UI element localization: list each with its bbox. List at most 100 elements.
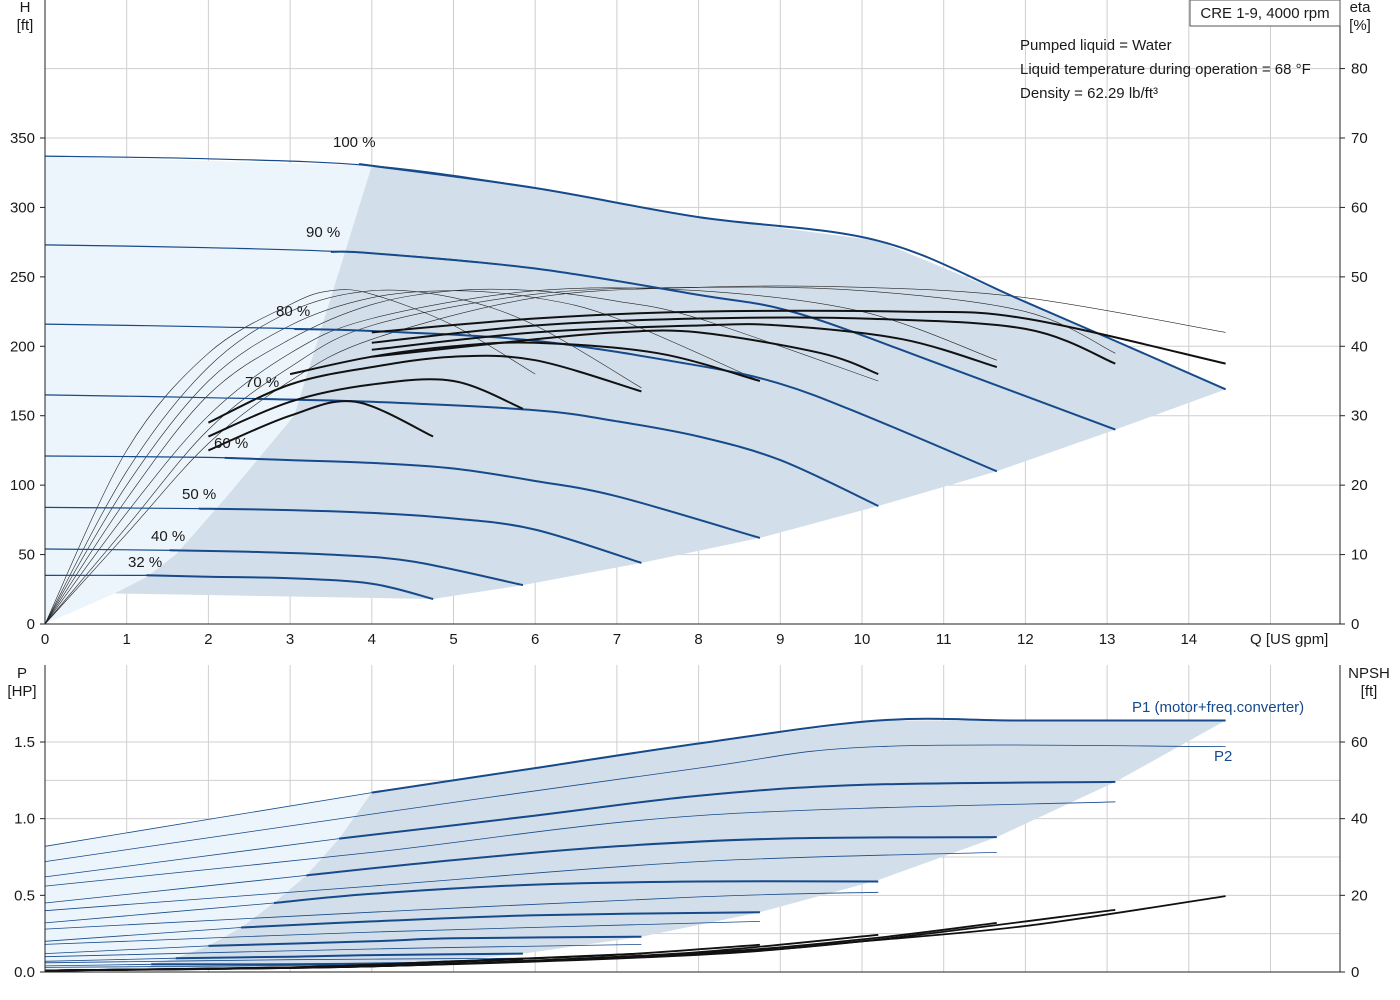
y-tick-label: 250 xyxy=(10,269,35,286)
head-chart-curves xyxy=(44,155,1226,625)
eta-thin-curve xyxy=(44,289,536,625)
p1-curve-thin xyxy=(44,957,176,962)
dark-area xyxy=(114,165,1226,600)
head-curve-operating xyxy=(146,574,434,600)
info-line-temperature: Liquid temperature during operation = 68… xyxy=(1020,61,1311,78)
x-tick-label: 0 xyxy=(41,631,49,648)
y2-tick-label: 0 xyxy=(1351,616,1359,633)
y-tick-label: 0.5 xyxy=(14,887,35,904)
eta-curve xyxy=(208,400,434,452)
x-tick-label: 8 xyxy=(694,631,702,648)
p2-curve xyxy=(44,957,523,964)
series-label-p1: P1 (motor+freq.converter) xyxy=(1132,699,1304,716)
y2-tick-label: 40 xyxy=(1351,811,1368,828)
power-operating-area xyxy=(45,720,1226,972)
y2-axis-title: NPSH xyxy=(1348,665,1390,682)
y2-tick-label: 70 xyxy=(1351,130,1368,147)
eta-curve xyxy=(371,309,1226,365)
x-tick-label: 3 xyxy=(286,631,294,648)
chart-labels: 100 % 90 % 80 % 70 % 60 % 50 % 40 % 32 % xyxy=(128,134,376,571)
head-curve-operating xyxy=(257,397,879,507)
head-curve-operating xyxy=(358,163,1226,391)
x-tick-label: 14 xyxy=(1180,631,1197,648)
p1-curve-thin xyxy=(44,963,152,967)
x-tick-label: 6 xyxy=(531,631,539,648)
y-tick-label: 0.0 xyxy=(14,964,35,981)
y2-tick-label: 20 xyxy=(1351,477,1368,494)
y2-tick-label: 60 xyxy=(1351,199,1368,216)
speed-label: 32 % xyxy=(128,554,162,571)
y2-axis-title: eta xyxy=(1350,0,1372,16)
speed-label: 100 % xyxy=(333,134,376,151)
p2-curve xyxy=(44,744,1226,862)
y-axis-title: P xyxy=(17,665,27,682)
eta-curve xyxy=(371,323,998,369)
p1-curve-thin xyxy=(44,927,242,942)
x-tick-label: 5 xyxy=(449,631,457,648)
y-tick-label: 150 xyxy=(10,408,35,425)
head-curve-operating xyxy=(330,250,1116,431)
y-axis-title: H xyxy=(20,0,31,16)
y2-tick-label: 50 xyxy=(1351,269,1368,286)
info-line-liquid: Pumped liquid = Water xyxy=(1020,37,1172,54)
eta-thin-curve xyxy=(44,289,642,625)
y-tick-label: 100 xyxy=(10,477,35,494)
p1-curve xyxy=(306,836,997,877)
eta-thin-curve xyxy=(44,290,761,625)
head-curve-operating xyxy=(224,456,761,539)
y-tick-label: 1.0 xyxy=(14,811,35,828)
p1-curve-thin xyxy=(44,838,340,878)
x-tick-label: 1 xyxy=(123,631,131,648)
y2-tick-label: 0 xyxy=(1351,964,1359,981)
x-tick-label: 4 xyxy=(368,631,376,648)
y2-tick-label: 10 xyxy=(1351,547,1368,564)
speed-label: 50 % xyxy=(182,486,216,503)
head-curve-operating xyxy=(169,549,524,587)
eta-thin-curve xyxy=(44,288,879,625)
x-tick-label: 7 xyxy=(613,631,621,648)
eta-thin-curve xyxy=(44,287,997,625)
p1-curve xyxy=(241,911,760,929)
x-tick-label: 12 xyxy=(1017,631,1034,648)
p1-curve xyxy=(371,717,1226,794)
p2-curve xyxy=(44,944,642,958)
light-area xyxy=(45,792,372,972)
p1-curve xyxy=(273,880,879,904)
y2-tick-label: 60 xyxy=(1351,734,1368,751)
eta-thin-curve xyxy=(44,286,1116,625)
y2-tick-label: 40 xyxy=(1351,338,1368,355)
series-label-p2: P2 xyxy=(1214,748,1232,765)
y-tick-label: 350 xyxy=(10,130,35,147)
eta-curve xyxy=(371,316,1116,365)
p2-curve xyxy=(44,801,1116,887)
y-tick-label: 50 xyxy=(18,547,35,564)
p2-curve xyxy=(44,891,879,930)
x-axis-title: Q [US gpm] xyxy=(1250,631,1328,648)
x-tick-label: 10 xyxy=(854,631,871,648)
y-tick-label: 200 xyxy=(10,338,35,355)
p1-curve-thin xyxy=(44,875,307,904)
p1-curve-thin xyxy=(44,945,209,954)
p1-curve xyxy=(338,780,1116,840)
x-tick-label: 9 xyxy=(776,631,784,648)
head-operating-area xyxy=(45,156,1226,624)
chart-title: CRE 1-9, 4000 rpm xyxy=(1200,5,1329,22)
y2-tick-label: 30 xyxy=(1351,408,1368,425)
eta-curve xyxy=(289,341,761,382)
light-area xyxy=(45,156,372,624)
speed-label: 90 % xyxy=(306,224,340,241)
p2-curve xyxy=(44,921,760,945)
y-tick-label: 1.5 xyxy=(14,734,35,751)
power-chart-curves: P1 (motor+freq.converter) P2 xyxy=(44,699,1304,972)
y2-axis-unit: [%] xyxy=(1349,17,1371,34)
eta-thin-curve xyxy=(44,285,1226,625)
x-tick-label: 2 xyxy=(204,631,212,648)
p1-curve xyxy=(175,952,523,960)
npsh-curve xyxy=(44,962,434,972)
x-tick-label: 13 xyxy=(1099,631,1116,648)
y-axis-unit: [HP] xyxy=(7,683,36,700)
head-chart-axes: 0 1 2 3 4 5 6 7 8 9 10 11 12 13 1405010015020025030035… xyxy=(10,0,1371,648)
y-tick-label: 300 xyxy=(10,199,35,216)
power-chart-axes: 0.0 0.5 1.0 1.5 0 20 40 60 P[HP] NPSH[ft] xyxy=(7,665,1390,981)
